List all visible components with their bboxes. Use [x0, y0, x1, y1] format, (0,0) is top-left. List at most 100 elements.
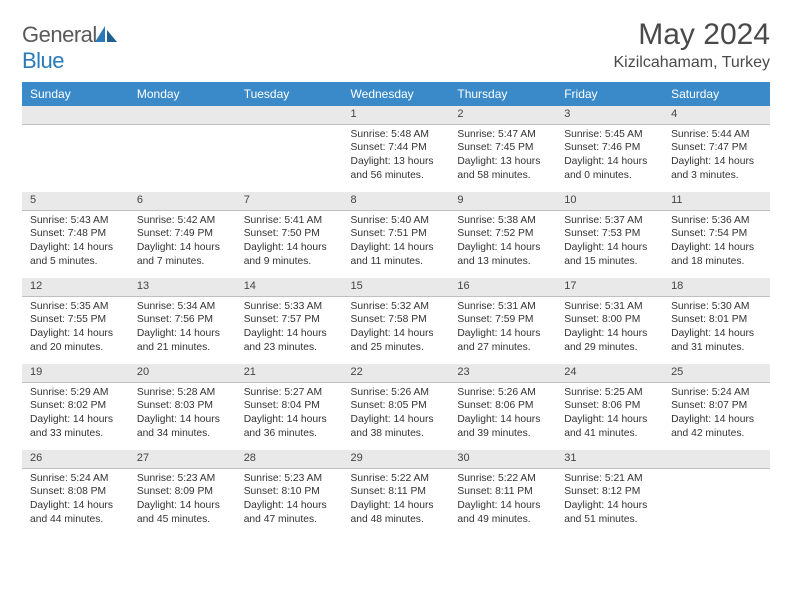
sunset-line: Sunset: 8:02 PM	[30, 399, 121, 413]
day-content-cell	[236, 124, 343, 192]
day-content-cell: Sunrise: 5:45 AMSunset: 7:46 PMDaylight:…	[556, 124, 663, 192]
day-content-cell: Sunrise: 5:36 AMSunset: 7:54 PMDaylight:…	[663, 210, 770, 278]
sunset-line: Sunset: 8:06 PM	[457, 399, 548, 413]
sunset-line: Sunset: 8:06 PM	[564, 399, 655, 413]
content-row: Sunrise: 5:48 AMSunset: 7:44 PMDaylight:…	[22, 124, 770, 192]
day-content-cell: Sunrise: 5:41 AMSunset: 7:50 PMDaylight:…	[236, 210, 343, 278]
day-number-cell: 16	[449, 278, 556, 296]
content-row: Sunrise: 5:43 AMSunset: 7:48 PMDaylight:…	[22, 210, 770, 278]
sunrise-line: Sunrise: 5:35 AM	[30, 300, 121, 314]
sunrise-line: Sunrise: 5:45 AM	[564, 128, 655, 142]
sunrise-line: Sunrise: 5:27 AM	[244, 386, 335, 400]
daylight-line: Daylight: 14 hours and 5 minutes.	[30, 241, 121, 269]
sunrise-line: Sunrise: 5:24 AM	[30, 472, 121, 486]
sunset-line: Sunset: 7:58 PM	[351, 313, 442, 327]
sunrise-line: Sunrise: 5:44 AM	[671, 128, 762, 142]
day-number-cell: 12	[22, 278, 129, 296]
day-number-cell: 17	[556, 278, 663, 296]
day-number-cell	[236, 106, 343, 124]
day-number-cell: 23	[449, 364, 556, 382]
logo: GeneralBlue	[22, 18, 117, 74]
content-row: Sunrise: 5:29 AMSunset: 8:02 PM Daylight:…	[22, 382, 770, 450]
sunrise-line: Sunrise: 5:31 AM	[457, 300, 548, 314]
day-number-cell: 2	[449, 106, 556, 124]
day-number-cell: 22	[343, 364, 450, 382]
day-content-cell: Sunrise: 5:38 AMSunset: 7:52 PMDaylight:…	[449, 210, 556, 278]
day-number-cell: 26	[22, 450, 129, 468]
daylight-line: Daylight: 14 hours and 20 minutes.	[30, 327, 121, 355]
day-number-cell: 19	[22, 364, 129, 382]
day-content-cell: Sunrise: 5:28 AMSunset: 8:03 PMDaylight:…	[129, 382, 236, 450]
sunset-line: Sunset: 7:46 PM	[564, 141, 655, 155]
day-content-cell: Sunrise: 5:40 AMSunset: 7:51 PMDaylight:…	[343, 210, 450, 278]
sunset-line: Sunset: 7:47 PM	[671, 141, 762, 155]
logo-text-blue: Blue	[22, 48, 64, 73]
sunset-line: Sunset: 7:57 PM	[244, 313, 335, 327]
day-number-cell: 3	[556, 106, 663, 124]
daylight-line: Daylight: 14 hours and 42 minutes.	[671, 413, 762, 441]
day-number-cell: 28	[236, 450, 343, 468]
daylight-line: Daylight: 14 hours and 25 minutes.	[351, 327, 442, 355]
calendar-table: Sunday Monday Tuesday Wednesday Thursday…	[22, 82, 770, 536]
daylight-line: Daylight: 14 hours and 13 minutes.	[457, 241, 548, 269]
day-content-cell: Sunrise: 5:48 AMSunset: 7:44 PMDaylight:…	[343, 124, 450, 192]
daylight-line: Daylight: 14 hours and 49 minutes.	[457, 499, 548, 527]
sunrise-line: Sunrise: 5:29 AM	[30, 386, 121, 400]
sunrise-line: Sunrise: 5:41 AM	[244, 214, 335, 228]
daylight-line: Daylight: 14 hours and 9 minutes.	[244, 241, 335, 269]
sunset-line: Sunset: 7:50 PM	[244, 227, 335, 241]
day-number-cell: 5	[22, 192, 129, 210]
daylight-line: Daylight: 14 hours and 3 minutes.	[671, 155, 762, 183]
sunset-line: Sunset: 8:11 PM	[351, 485, 442, 499]
sunset-line: Sunset: 7:51 PM	[351, 227, 442, 241]
day-number-cell: 10	[556, 192, 663, 210]
daylight-line: Daylight: 14 hours and 21 minutes.	[137, 327, 228, 355]
logo-sail-icon	[95, 26, 117, 42]
day-content-cell: Sunrise: 5:42 AMSunset: 7:49 PMDaylight:…	[129, 210, 236, 278]
day-number-cell	[663, 450, 770, 468]
sunset-line: Sunset: 8:08 PM	[30, 485, 121, 499]
sunset-line: Sunset: 7:54 PM	[671, 227, 762, 241]
sunrise-line: Sunrise: 5:37 AM	[564, 214, 655, 228]
daylight-line: Daylight: 14 hours and 23 minutes.	[244, 327, 335, 355]
location: Kizilcahamam, Turkey	[614, 54, 771, 72]
day-content-cell: Sunrise: 5:24 AMSunset: 8:07 PMDaylight:…	[663, 382, 770, 450]
day-content-cell: Sunrise: 5:43 AMSunset: 7:48 PMDaylight:…	[22, 210, 129, 278]
day-content-cell: Sunrise: 5:31 AMSunset: 8:00 PMDaylight:…	[556, 296, 663, 364]
sunset-line: Sunset: 7:45 PM	[457, 141, 548, 155]
daylight-line: Daylight: 14 hours and 44 minutes.	[30, 499, 121, 527]
sunrise-line: Sunrise: 5:28 AM	[137, 386, 228, 400]
daylight-line: Daylight: 14 hours and 45 minutes.	[137, 499, 228, 527]
sunset-line: Sunset: 7:44 PM	[351, 141, 442, 155]
content-row: Sunrise: 5:24 AMSunset: 8:08 PMDaylight:…	[22, 468, 770, 536]
day-content-cell: Sunrise: 5:32 AMSunset: 7:58 PMDaylight:…	[343, 296, 450, 364]
sunrise-line: Sunrise: 5:43 AM	[30, 214, 121, 228]
day-content-cell: Sunrise: 5:34 AMSunset: 7:56 PMDaylight:…	[129, 296, 236, 364]
sunset-line: Sunset: 8:04 PM	[244, 399, 335, 413]
day-number-cell: 4	[663, 106, 770, 124]
daylight-line: Daylight: 14 hours and 47 minutes.	[244, 499, 335, 527]
daylight-line: Daylight: 14 hours and 27 minutes.	[457, 327, 548, 355]
sunrise-line: Sunrise: 5:22 AM	[351, 472, 442, 486]
weekday-row: Sunday Monday Tuesday Wednesday Thursday…	[22, 82, 770, 106]
day-number-cell: 31	[556, 450, 663, 468]
daylight-line: Daylight: 14 hours and 38 minutes.	[351, 413, 442, 441]
day-number-cell: 24	[556, 364, 663, 382]
day-content-cell: Sunrise: 5:22 AMSunset: 8:11 PMDaylight:…	[343, 468, 450, 536]
day-number-cell	[22, 106, 129, 124]
daylight-line: Daylight: 14 hours and 15 minutes.	[564, 241, 655, 269]
daynum-row: 19202122232425	[22, 364, 770, 382]
sunset-line: Sunset: 8:10 PM	[244, 485, 335, 499]
daynum-row: 262728293031	[22, 450, 770, 468]
day-number-cell: 14	[236, 278, 343, 296]
sunset-line: Sunset: 8:12 PM	[564, 485, 655, 499]
sunset-line: Sunset: 8:05 PM	[351, 399, 442, 413]
sunrise-line: Sunrise: 5:23 AM	[137, 472, 228, 486]
day-number-cell: 13	[129, 278, 236, 296]
weekday-header: Wednesday	[343, 82, 450, 106]
daylight-line: Daylight: 14 hours and 48 minutes.	[351, 499, 442, 527]
day-content-cell: Sunrise: 5:22 AMSunset: 8:11 PMDaylight:…	[449, 468, 556, 536]
sunrise-line: Sunrise: 5:34 AM	[137, 300, 228, 314]
day-number-cell: 25	[663, 364, 770, 382]
weekday-header: Monday	[129, 82, 236, 106]
